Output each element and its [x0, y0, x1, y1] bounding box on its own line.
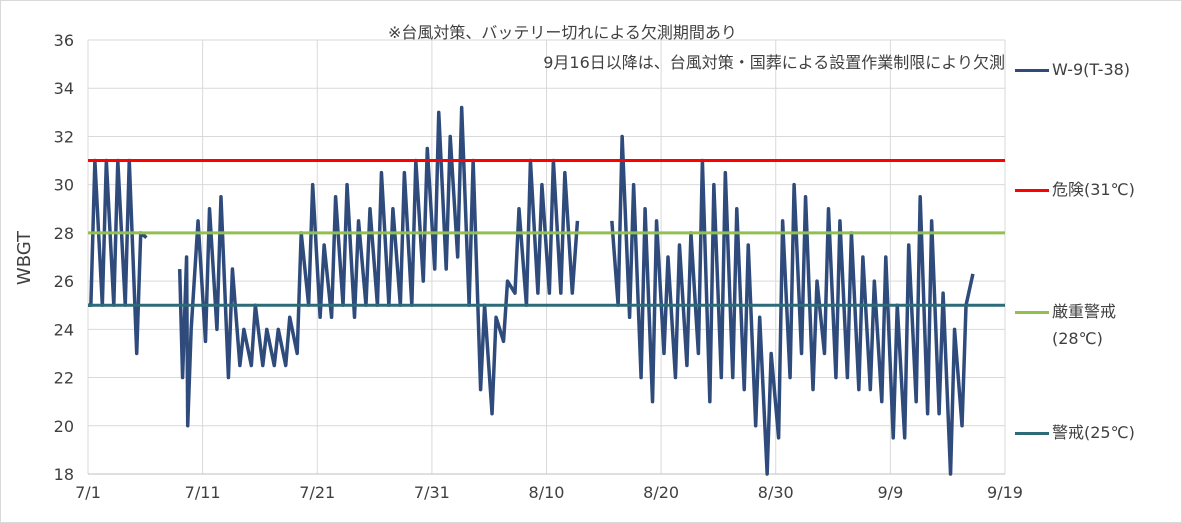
annotation: ※台風対策、バッテリー切れによる欠測期間あり: [388, 23, 737, 42]
y-tick-label: 30: [54, 176, 74, 195]
y-tick-label: 18: [54, 465, 74, 484]
annotation: 9月16日以降は、台風対策・国葬による設置作業制限により欠測: [543, 53, 1005, 72]
y-tick-label: 36: [54, 31, 74, 50]
y-tick-label: 28: [54, 224, 74, 243]
x-tick-label: 7/21: [299, 483, 335, 502]
legend-swatch: [1015, 432, 1049, 435]
x-tick-label: 7/1: [75, 483, 101, 502]
y-tick-label: 32: [54, 127, 74, 146]
legend-label: 危険(31℃): [1052, 180, 1135, 199]
legend-label: W-9(T-38): [1052, 60, 1131, 79]
x-tick-label: 7/11: [185, 483, 221, 502]
y-axis-label: WBGT: [14, 230, 35, 285]
y-tick-label: 34: [54, 79, 74, 98]
x-tick-label: 9/9: [878, 483, 904, 502]
x-tick-label: 8/10: [529, 483, 565, 502]
x-tick-label: 7/31: [414, 483, 450, 502]
y-tick-label: 24: [54, 320, 74, 339]
legend-label: 厳重警戒 (28℃): [1052, 302, 1117, 348]
x-tick-label: 9/19: [987, 483, 1023, 502]
y-tick-label: 26: [54, 272, 74, 291]
x-tick-label: 8/20: [643, 483, 679, 502]
x-tick-label: 8/30: [758, 483, 794, 502]
y-tick-label: 20: [54, 417, 74, 436]
legend-swatch: [1015, 189, 1049, 192]
legend-swatch: [1015, 69, 1049, 72]
legend-swatch: [1015, 311, 1049, 314]
data-line: [88, 105, 975, 476]
legend-label: 警戒(25℃): [1052, 423, 1135, 442]
y-tick-label: 22: [54, 369, 74, 388]
